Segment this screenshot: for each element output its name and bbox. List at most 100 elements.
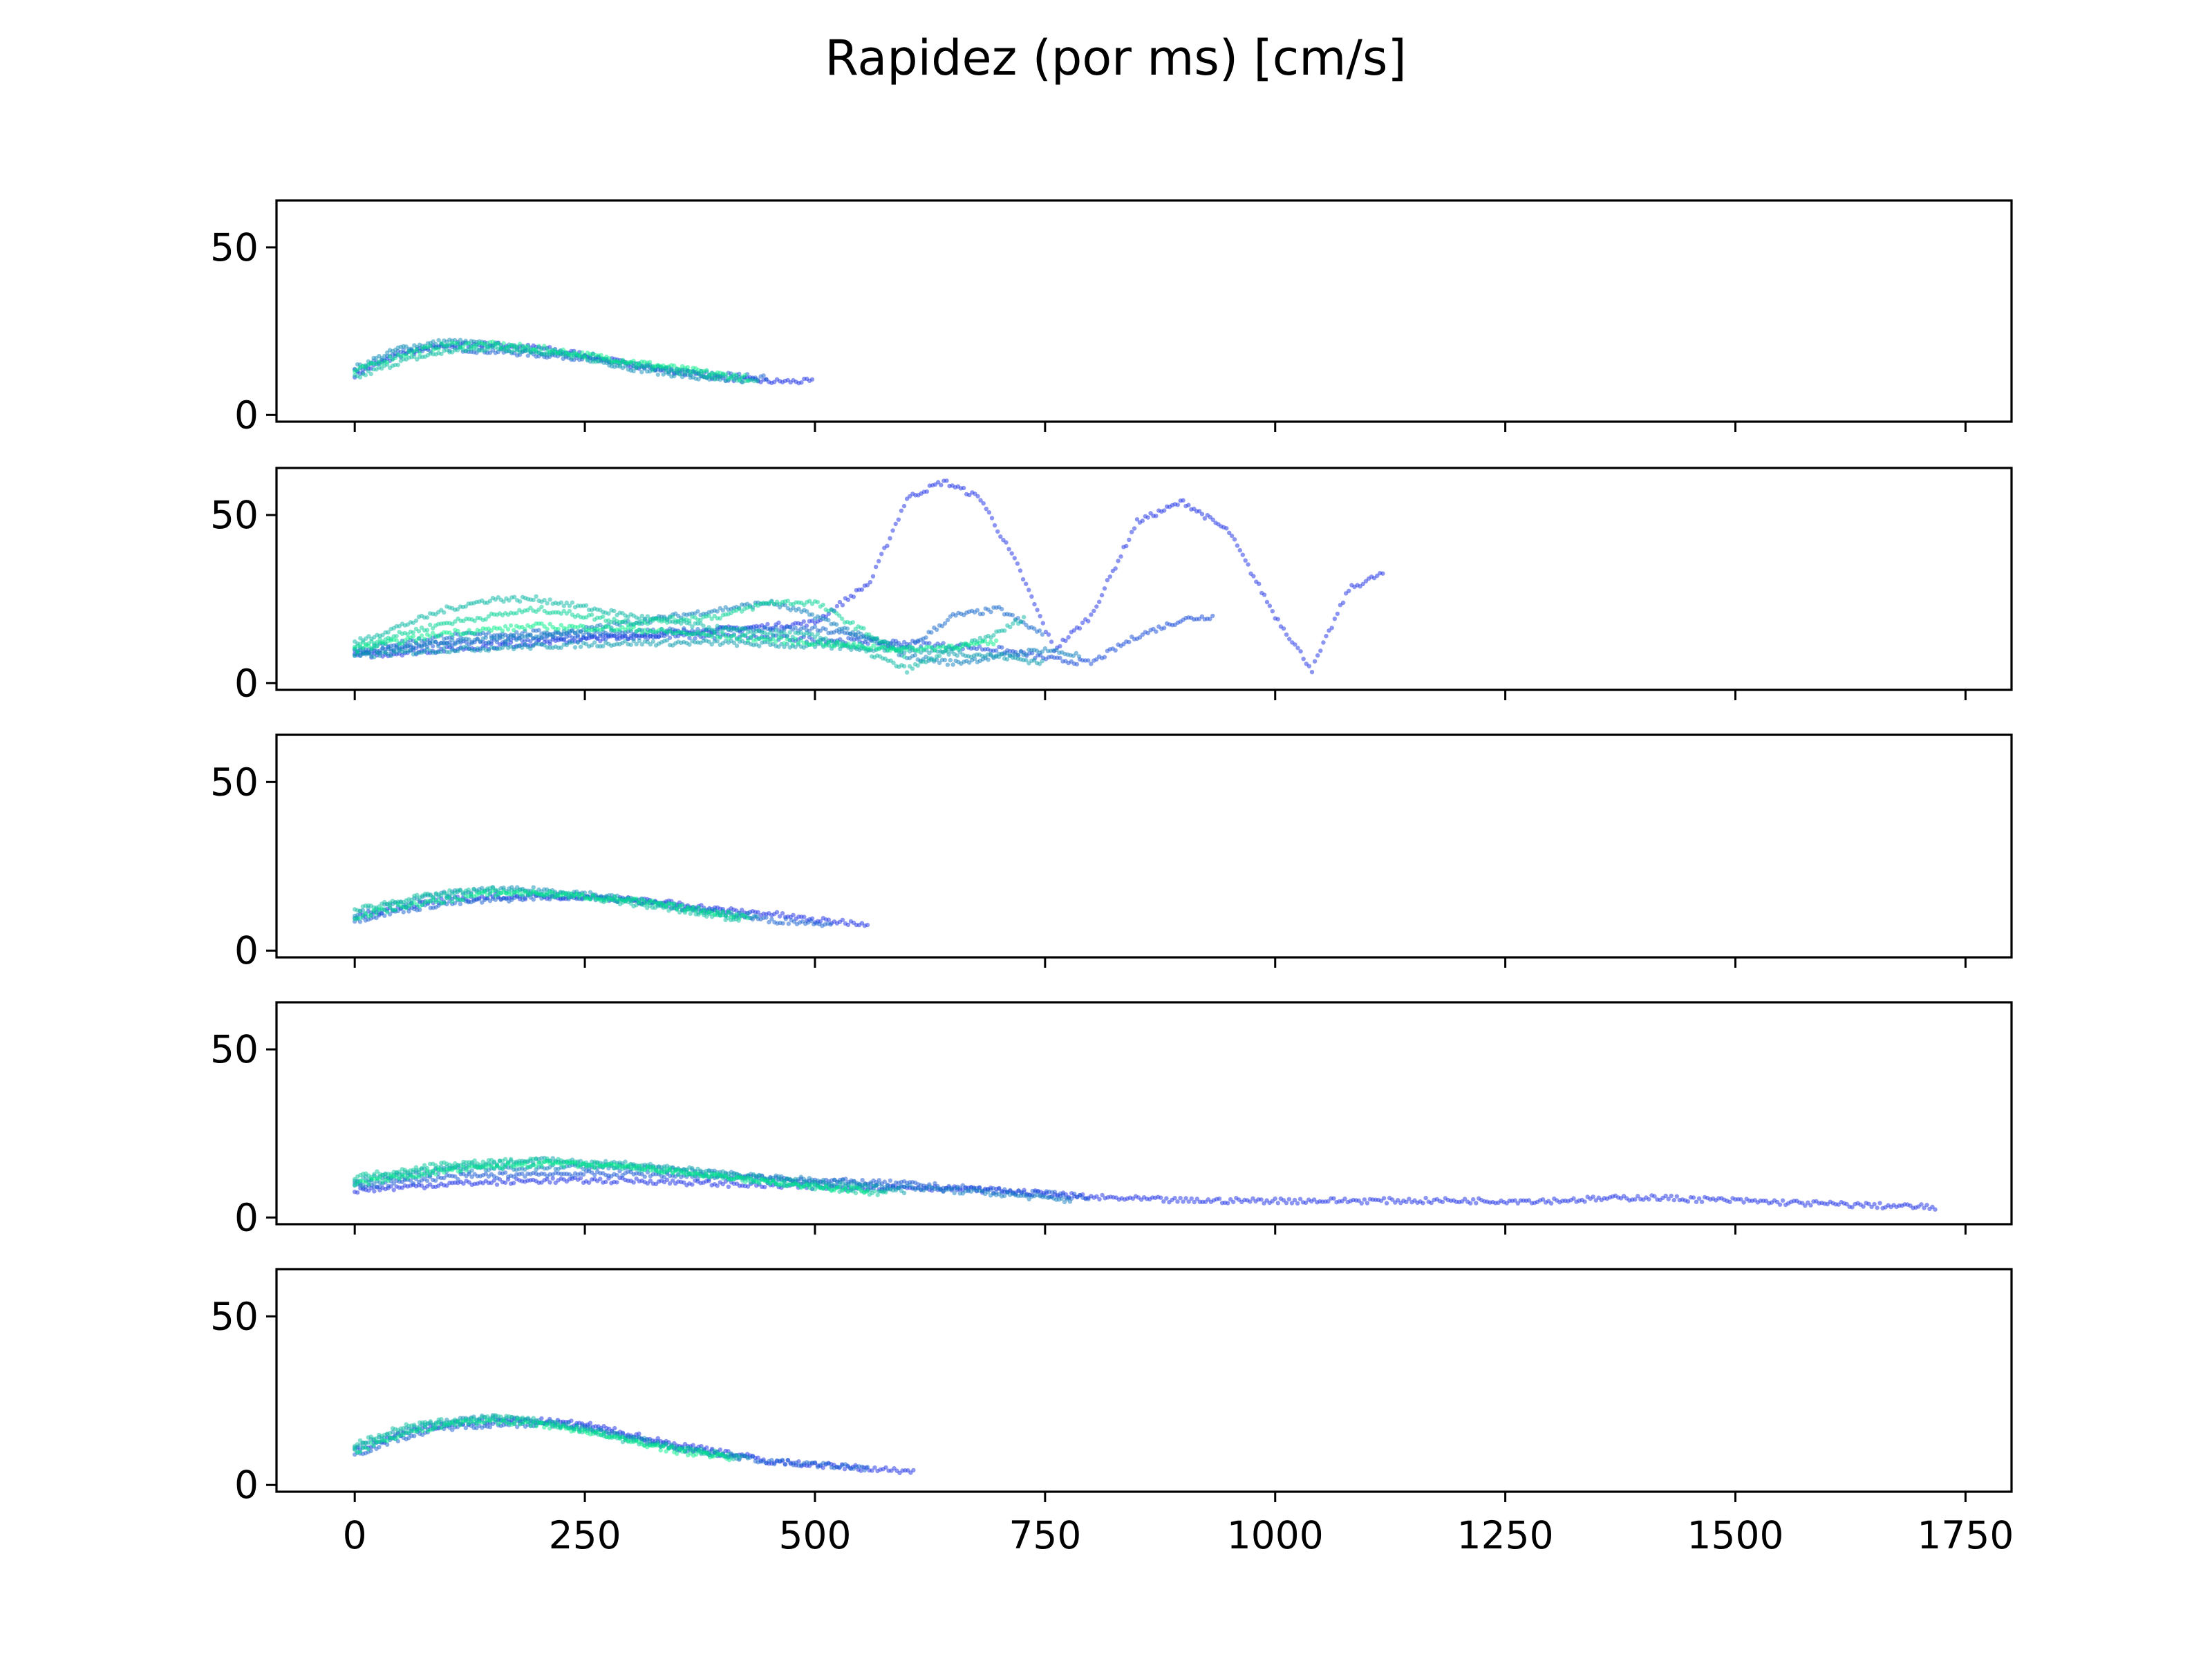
data-point: [631, 625, 636, 630]
data-point: [639, 613, 644, 619]
data-point: [531, 597, 536, 603]
data-point: [1049, 639, 1054, 644]
data-point: [1113, 648, 1118, 653]
data-point: [547, 1180, 552, 1185]
data-point: [1924, 1203, 1929, 1208]
data-point: [1077, 626, 1082, 631]
y-tick-label: 50: [210, 493, 259, 537]
data-point: [433, 341, 438, 347]
y-tick-label: 0: [234, 393, 259, 437]
y-tick-label: 50: [210, 225, 259, 270]
data-point: [761, 373, 766, 378]
data-point: [545, 601, 550, 606]
data-point: [734, 912, 740, 917]
data-point: [411, 634, 416, 639]
data-point: [790, 641, 795, 646]
data-point: [419, 633, 424, 638]
data-point: [742, 373, 748, 377]
data-point: [828, 922, 833, 927]
data-point: [1086, 619, 1091, 624]
data-point: [787, 630, 792, 635]
data-point: [937, 653, 942, 658]
data-point: [939, 482, 944, 487]
data-point: [1020, 577, 1026, 582]
data-point: [826, 917, 832, 922]
data-point: [577, 353, 582, 358]
data-point: [771, 632, 776, 637]
data-point: [672, 363, 677, 368]
y-tick-label: 0: [234, 928, 259, 973]
data-point: [642, 1174, 647, 1179]
data-point: [386, 1183, 391, 1188]
data-point: [595, 636, 600, 641]
data-point: [1127, 537, 1132, 543]
data-point: [865, 583, 870, 588]
data-point: [910, 666, 915, 671]
data-point: [1102, 586, 1107, 591]
data-point: [912, 653, 918, 658]
data-point: [902, 664, 907, 669]
data-point: [1674, 1194, 1679, 1199]
data-point: [581, 632, 586, 637]
data-point: [395, 362, 400, 368]
data-point: [1058, 655, 1062, 661]
data-point: [902, 654, 907, 659]
data-point: [782, 603, 788, 608]
data-point: [1154, 629, 1159, 634]
data-point: [393, 355, 398, 361]
data-point: [1066, 635, 1071, 640]
data-point: [715, 909, 720, 915]
data-point: [566, 894, 571, 900]
data-point: [935, 627, 939, 632]
data-point: [412, 354, 417, 359]
data-point: [1324, 634, 1329, 639]
data-point: [1262, 592, 1267, 597]
data-point: [447, 643, 452, 648]
data-point: [715, 624, 720, 628]
data-point: [582, 355, 588, 359]
data-point: [1164, 1196, 1169, 1201]
data-point: [531, 897, 536, 902]
data-point: [780, 921, 785, 926]
data-point: [1006, 547, 1011, 552]
data-point: [1384, 1201, 1389, 1206]
data-point: [1000, 652, 1004, 657]
data-point: [355, 1190, 360, 1195]
data-point: [757, 644, 762, 648]
data-point: [1210, 613, 1215, 619]
data-point: [687, 642, 692, 647]
data-point: [534, 594, 538, 599]
data-point: [1008, 624, 1013, 630]
data-point: [995, 529, 1000, 534]
data-point: [1286, 1197, 1292, 1202]
data-point: [570, 600, 575, 605]
data-point: [1043, 629, 1049, 635]
data-point: [1229, 533, 1235, 538]
data-point: [550, 1176, 555, 1181]
data-point: [355, 649, 360, 654]
data-point: [967, 492, 972, 498]
data-point: [391, 1188, 396, 1192]
data-point: [671, 615, 675, 619]
data-point: [1035, 608, 1040, 612]
data-point: [695, 609, 700, 614]
data-point: [975, 494, 980, 499]
data-point: [1691, 1195, 1696, 1200]
data-point: [1694, 1199, 1699, 1204]
series-1-5: [353, 339, 751, 383]
data-point: [503, 1170, 508, 1175]
data-point: [682, 626, 686, 631]
data-point: [1089, 662, 1094, 666]
data-point: [1134, 517, 1140, 522]
data-point: [1040, 659, 1045, 664]
data-point: [598, 1177, 603, 1181]
data-point: [952, 1190, 957, 1196]
data-point: [1421, 1201, 1425, 1206]
data-point: [765, 621, 770, 627]
data-point: [1471, 1197, 1476, 1202]
data-point: [840, 917, 845, 923]
data-point: [1029, 594, 1034, 599]
data-point: [849, 644, 854, 650]
data-point: [1872, 1201, 1877, 1207]
